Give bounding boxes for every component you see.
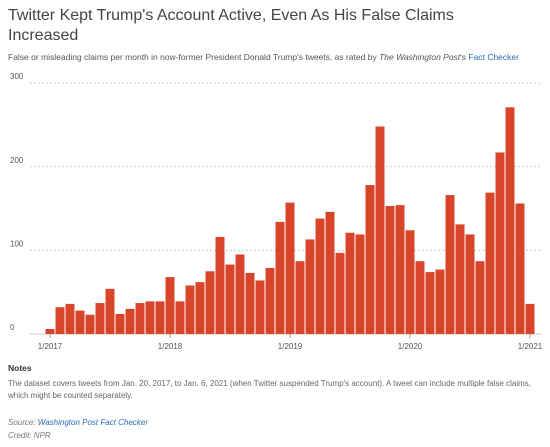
x-tick-label: 1/2018: [158, 342, 183, 351]
bar: [65, 303, 75, 334]
bar: [115, 313, 125, 334]
bar: [45, 328, 55, 334]
fact-checker-link[interactable]: Fact Checker: [468, 52, 519, 62]
bar: [275, 221, 285, 334]
source-link[interactable]: Washington Post Fact Checker: [37, 418, 148, 427]
bar: [475, 261, 485, 334]
bar: [125, 308, 135, 334]
bar: [465, 234, 475, 334]
x-tick-label: 1/2020: [398, 342, 423, 351]
subtitle-possessive: 's: [460, 52, 469, 62]
bar: [135, 303, 145, 334]
bar: [305, 239, 315, 334]
bar: [515, 203, 525, 334]
bar: [175, 301, 185, 334]
bar: [335, 252, 345, 334]
bar: [485, 192, 495, 334]
bar: [255, 280, 265, 334]
bar: [165, 277, 175, 334]
bar: [225, 264, 235, 334]
x-tick-label: 1/2019: [278, 342, 303, 351]
x-tick-label: 1/2017: [38, 342, 63, 351]
bar: [495, 152, 505, 334]
bar: [375, 126, 385, 334]
bar: [525, 303, 535, 334]
subtitle: False or misleading claims per month in …: [8, 52, 519, 62]
source: Source: Washington Post Fact Checker: [8, 418, 148, 427]
bar: [145, 301, 155, 334]
bar: [355, 234, 365, 334]
bar: [385, 205, 395, 334]
x-tick-label: 1/2021: [518, 342, 543, 351]
bar: [235, 254, 245, 334]
bar: [245, 272, 255, 334]
bar: [285, 202, 295, 334]
chart-title: Twitter Kept Trump's Account Active, Eve…: [8, 7, 454, 44]
bar: [415, 261, 425, 334]
notes-text: The dataset covers tweets from Jan. 20, …: [8, 379, 531, 400]
bar: [265, 267, 275, 334]
bar: [505, 107, 515, 334]
bar: [75, 310, 85, 334]
bar: [85, 314, 95, 334]
bar: [55, 307, 65, 334]
notes-heading: Notes: [8, 363, 32, 373]
credit: Credit: NPR: [8, 431, 51, 440]
bar: [405, 230, 415, 334]
y-tick-label: 100: [10, 239, 24, 248]
publication: The Washington Post: [379, 52, 461, 62]
y-tick-label: 300: [10, 72, 24, 81]
bar: [425, 272, 435, 334]
y-tick-label: 0: [10, 323, 15, 332]
bar: [195, 282, 205, 334]
bar: [155, 301, 165, 334]
subtitle-text: False or misleading claims per month in …: [8, 52, 380, 62]
bar: [435, 269, 445, 334]
y-tick-label: 200: [10, 156, 24, 165]
source-label: Source:: [8, 418, 38, 427]
bar: [445, 195, 455, 334]
bar: [345, 232, 355, 334]
bar: [205, 271, 215, 334]
bar: [95, 303, 105, 334]
bar: [365, 185, 375, 334]
bar: [455, 224, 465, 334]
bar: [395, 205, 405, 334]
bar: [105, 288, 115, 334]
bar: [185, 285, 195, 334]
bar: [215, 236, 225, 334]
bar: [295, 261, 305, 334]
bar: [315, 218, 325, 334]
bar: [325, 211, 335, 334]
